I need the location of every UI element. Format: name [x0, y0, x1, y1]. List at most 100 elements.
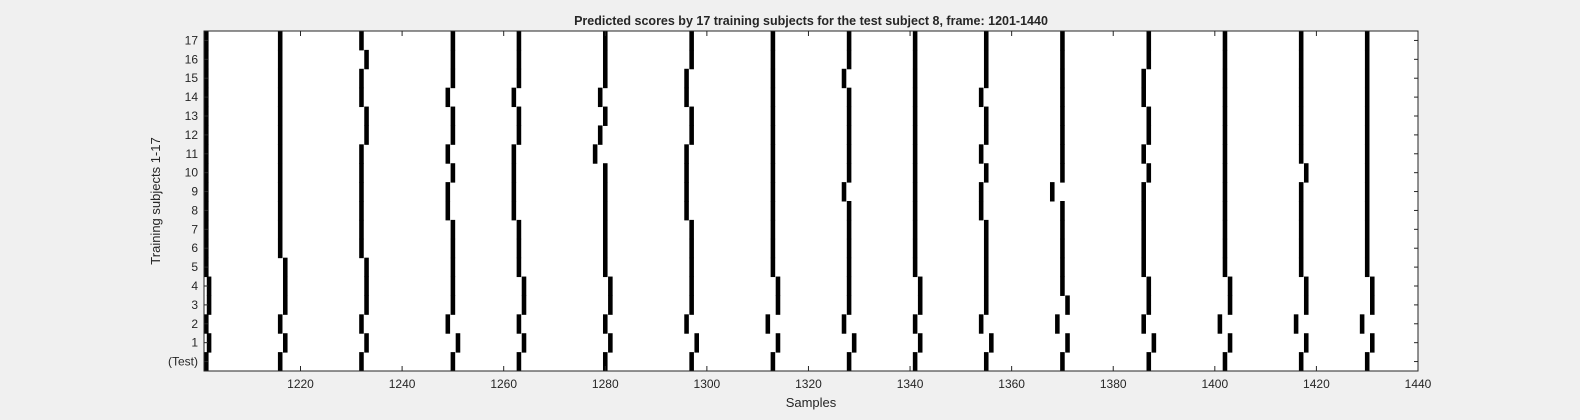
event-mark: [1065, 333, 1070, 353]
event-mark: [602, 31, 608, 51]
event-mark: [689, 49, 694, 70]
event-mark: [846, 238, 852, 259]
event-mark: [983, 125, 989, 145]
event-mark: [608, 276, 613, 296]
event-mark: [516, 31, 522, 51]
event-mark: [277, 182, 283, 202]
event-mark: [1298, 219, 1304, 240]
event-mark: [1222, 163, 1228, 183]
event-mark: [511, 182, 517, 202]
event-mark: [1141, 314, 1146, 334]
event-mark: [1146, 295, 1152, 315]
event-mark: [978, 87, 984, 108]
event-mark: [602, 49, 608, 70]
y-tick-label: 10: [185, 166, 199, 180]
event-mark: [608, 295, 613, 315]
event-mark: [1060, 163, 1065, 183]
event-mark: [689, 31, 694, 51]
event-mark: [1060, 276, 1065, 296]
event-mark: [1146, 125, 1152, 145]
event-mark: [1146, 352, 1152, 372]
event-mark: [359, 201, 364, 221]
event-mark: [912, 144, 918, 164]
event-mark: [770, 219, 776, 240]
event-mark: [516, 352, 522, 372]
y-tick-label: 14: [185, 90, 199, 104]
event-mark: [689, 238, 694, 259]
event-mark: [1364, 144, 1370, 164]
event-mark: [450, 276, 456, 296]
y-tick-label: 12: [185, 128, 199, 142]
event-mark: [978, 144, 984, 164]
event-mark: [450, 238, 456, 259]
event-mark: [1227, 276, 1233, 296]
event-mark: [978, 314, 984, 334]
event-mark: [359, 314, 364, 334]
event-mark: [1298, 49, 1304, 70]
event-mark: [841, 68, 847, 89]
event-mark: [917, 276, 923, 296]
event-mark: [1298, 68, 1304, 89]
event-mark: [1303, 276, 1309, 296]
event-mark: [765, 314, 771, 334]
event-mark: [364, 257, 369, 278]
event-mark: [846, 276, 852, 296]
event-mark: [511, 163, 517, 183]
event-mark: [602, 201, 608, 221]
event-mark: [521, 276, 527, 296]
event-mark: [912, 163, 918, 183]
x-tick-label: 1300: [694, 377, 721, 391]
event-mark: [1060, 49, 1065, 70]
event-mark: [775, 276, 781, 296]
event-mark: [597, 125, 603, 145]
event-mark: [770, 31, 776, 51]
event-mark: [912, 314, 918, 334]
event-mark: [450, 125, 456, 145]
event-mark: [846, 125, 852, 145]
event-mark: [917, 333, 923, 353]
event-mark: [206, 333, 212, 353]
event-mark: [277, 238, 283, 259]
event-mark: [1364, 201, 1370, 221]
event-mark: [912, 182, 918, 202]
event-mark: [978, 201, 984, 221]
event-mark: [770, 125, 776, 145]
y-axis-label: Training subjects 1-17: [148, 137, 163, 264]
event-mark: [770, 68, 776, 89]
event-mark: [846, 201, 852, 221]
event-mark: [1222, 257, 1228, 278]
event-mark: [1364, 125, 1370, 145]
event-mark: [775, 333, 781, 353]
event-mark: [770, 163, 776, 183]
event-mark: [1364, 31, 1370, 51]
event-mark: [1222, 125, 1228, 145]
event-mark: [1364, 219, 1370, 240]
event-mark: [1364, 352, 1370, 372]
y-tick-label: (Test): [168, 355, 198, 369]
event-mark: [1303, 163, 1309, 183]
event-mark: [846, 257, 852, 278]
event-mark: [1370, 295, 1375, 315]
y-tick-label: 8: [191, 203, 198, 217]
event-mark: [983, 106, 989, 126]
event-mark: [1141, 201, 1146, 221]
y-tick-label: 7: [191, 222, 198, 236]
event-mark: [277, 144, 283, 164]
event-mark: [1060, 201, 1065, 221]
event-mark: [359, 182, 364, 202]
event-mark: [770, 87, 776, 108]
event-mark: [770, 182, 776, 202]
event-mark: [359, 219, 364, 240]
event-mark: [1049, 182, 1055, 202]
x-tick-label: 1240: [389, 377, 416, 391]
event-mark: [983, 163, 989, 183]
event-mark: [521, 333, 527, 353]
event-mark: [1222, 182, 1228, 202]
event-mark: [1298, 257, 1304, 278]
event-mark: [983, 257, 989, 278]
event-mark: [516, 125, 522, 145]
event-mark: [1065, 295, 1070, 315]
event-mark: [689, 125, 694, 145]
y-tick-label: 11: [186, 147, 199, 161]
event-mark: [450, 49, 456, 70]
